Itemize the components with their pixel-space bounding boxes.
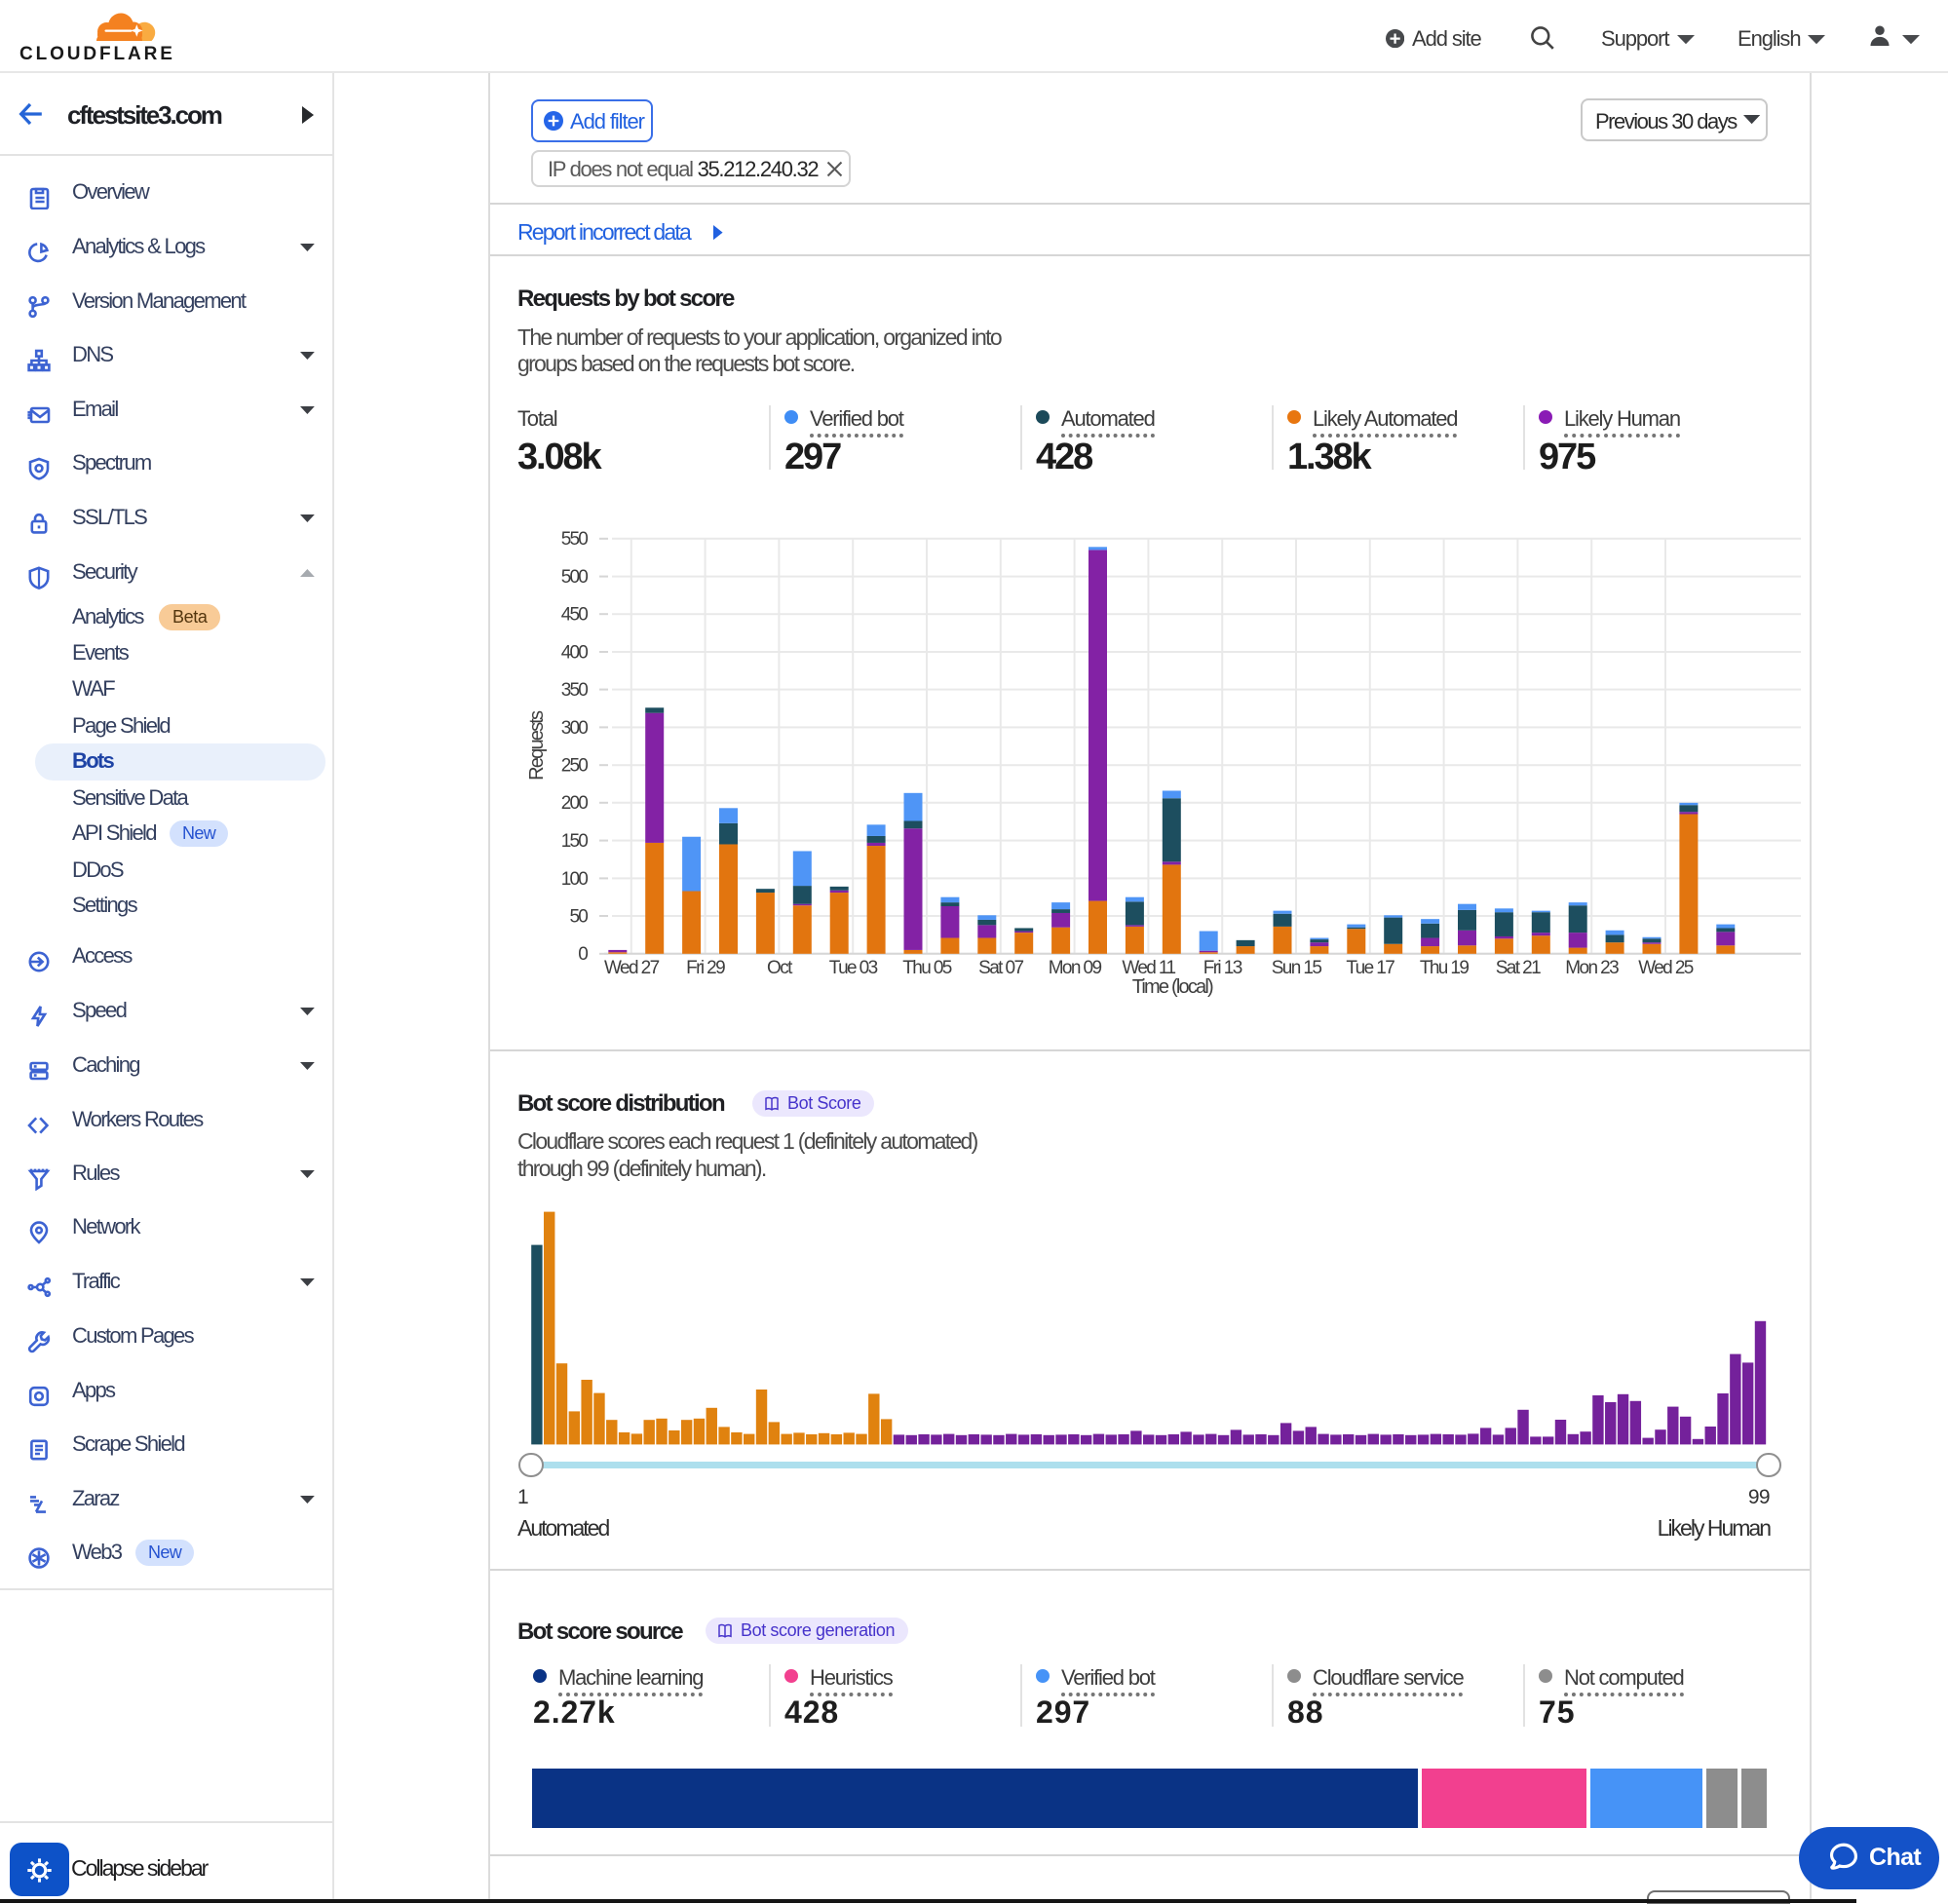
svg-text:Wed 25: Wed 25 bbox=[1638, 958, 1694, 978]
svg-text:450: 450 bbox=[561, 605, 589, 626]
svg-text:Oct: Oct bbox=[767, 958, 793, 978]
svg-text:Time (local): Time (local) bbox=[1132, 976, 1213, 998]
svg-text:100: 100 bbox=[561, 869, 589, 890]
svg-text:200: 200 bbox=[561, 793, 589, 814]
svg-text:Wed 27: Wed 27 bbox=[604, 958, 660, 978]
svg-text:Sat 21: Sat 21 bbox=[1496, 958, 1541, 978]
svg-text:Fri 13: Fri 13 bbox=[1203, 958, 1242, 978]
svg-text:Thu 19: Thu 19 bbox=[1420, 958, 1470, 978]
svg-text:Mon 23: Mon 23 bbox=[1565, 958, 1619, 978]
svg-text:Sun 15: Sun 15 bbox=[1272, 958, 1322, 978]
svg-text:Wed 11: Wed 11 bbox=[1122, 958, 1175, 978]
svg-text:Mon 09: Mon 09 bbox=[1049, 958, 1102, 978]
svg-text:400: 400 bbox=[561, 642, 589, 663]
svg-text:Tue 17: Tue 17 bbox=[1346, 958, 1394, 978]
svg-text:0: 0 bbox=[578, 944, 588, 965]
svg-text:350: 350 bbox=[561, 680, 589, 701]
svg-text:250: 250 bbox=[561, 756, 589, 777]
svg-text:550: 550 bbox=[561, 529, 589, 550]
svg-text:500: 500 bbox=[561, 567, 589, 588]
svg-text:Requests: Requests bbox=[526, 710, 548, 781]
svg-text:300: 300 bbox=[561, 718, 589, 739]
svg-text:Tue 03: Tue 03 bbox=[829, 958, 878, 978]
svg-text:150: 150 bbox=[561, 831, 589, 852]
svg-text:Sat 07: Sat 07 bbox=[978, 958, 1023, 978]
svg-text:Fri 29: Fri 29 bbox=[686, 958, 725, 978]
svg-text:50: 50 bbox=[569, 906, 588, 927]
svg-text:Thu 05: Thu 05 bbox=[902, 958, 952, 978]
